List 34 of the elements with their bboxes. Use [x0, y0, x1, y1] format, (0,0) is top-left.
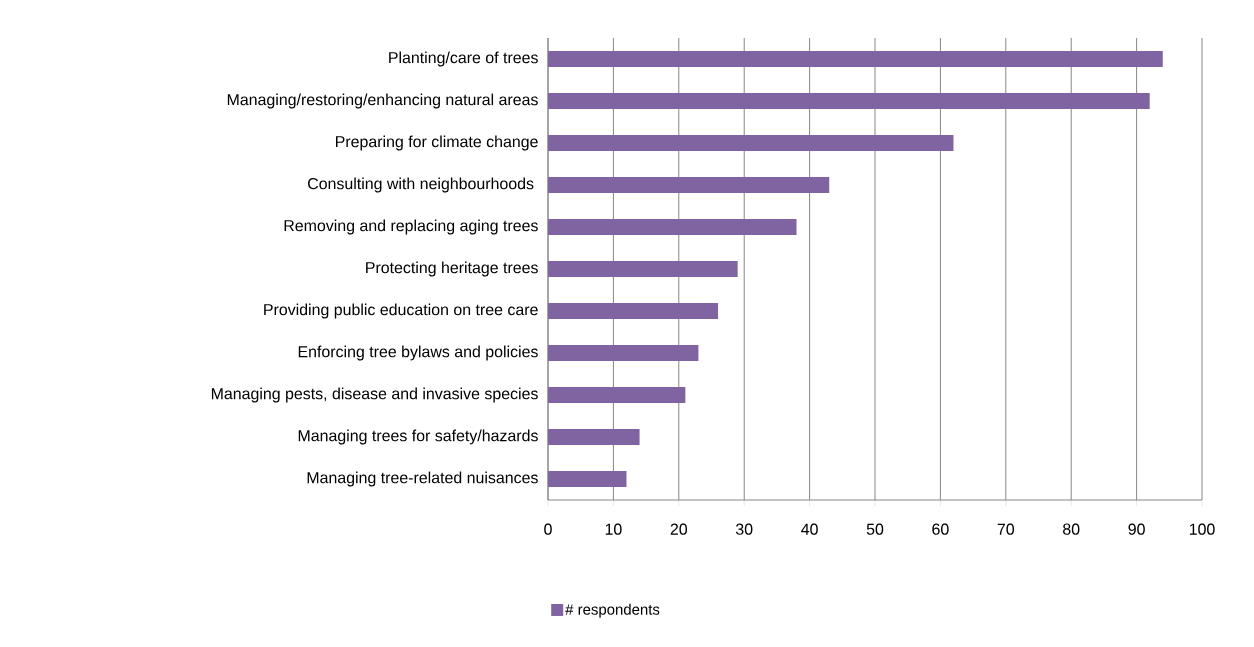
y-tick-label: Planting/care of trees: [389, 51, 538, 67]
y-tick-label: Enforcing tree bylaws and policies: [298, 345, 538, 361]
x-tick-label: 90: [1128, 523, 1145, 535]
bar: [548, 219, 797, 235]
x-tick-label: 60: [932, 523, 949, 535]
x-tick-label: 40: [801, 523, 818, 535]
x-tick-label: 30: [735, 523, 753, 535]
y-tick-label: Managing tree-related nuisances: [307, 471, 538, 487]
bar: [548, 303, 719, 319]
y-tick-label: Removing and replacing aging trees: [284, 219, 538, 235]
x-tick-label: 0: [544, 523, 552, 535]
y-tick-label: Managing/restoring/enhancing natural areas: [227, 93, 538, 109]
bar: [548, 93, 1150, 109]
x-tick-label: 20: [670, 523, 688, 535]
bar: [548, 261, 738, 277]
bar: [548, 429, 640, 445]
bar: [548, 345, 699, 361]
y-tick-label: Managing pests, disease and invasive species: [211, 387, 538, 403]
y-tick-label: Providing public education on tree care: [264, 303, 538, 319]
bar: [548, 135, 954, 151]
x-tick-label: 100: [1189, 523, 1215, 535]
x-tick-label: 50: [866, 523, 884, 535]
x-tick-label: 70: [997, 523, 1015, 535]
y-tick-label: Protecting heritage trees: [366, 261, 538, 277]
y-tick-label: Consulting with neighbourhoods: [308, 177, 534, 193]
y-tick-label: Managing trees for safety/hazards: [298, 429, 538, 445]
bar: [548, 51, 1163, 67]
bar: [548, 177, 830, 193]
y-tick-label: Preparing for climate change: [336, 135, 538, 151]
bar: [548, 387, 686, 403]
x-tick-label: 10: [605, 523, 622, 535]
x-tick-label: 80: [1063, 523, 1080, 535]
legend-label: # respondents: [565, 603, 660, 618]
bar: [548, 471, 627, 487]
